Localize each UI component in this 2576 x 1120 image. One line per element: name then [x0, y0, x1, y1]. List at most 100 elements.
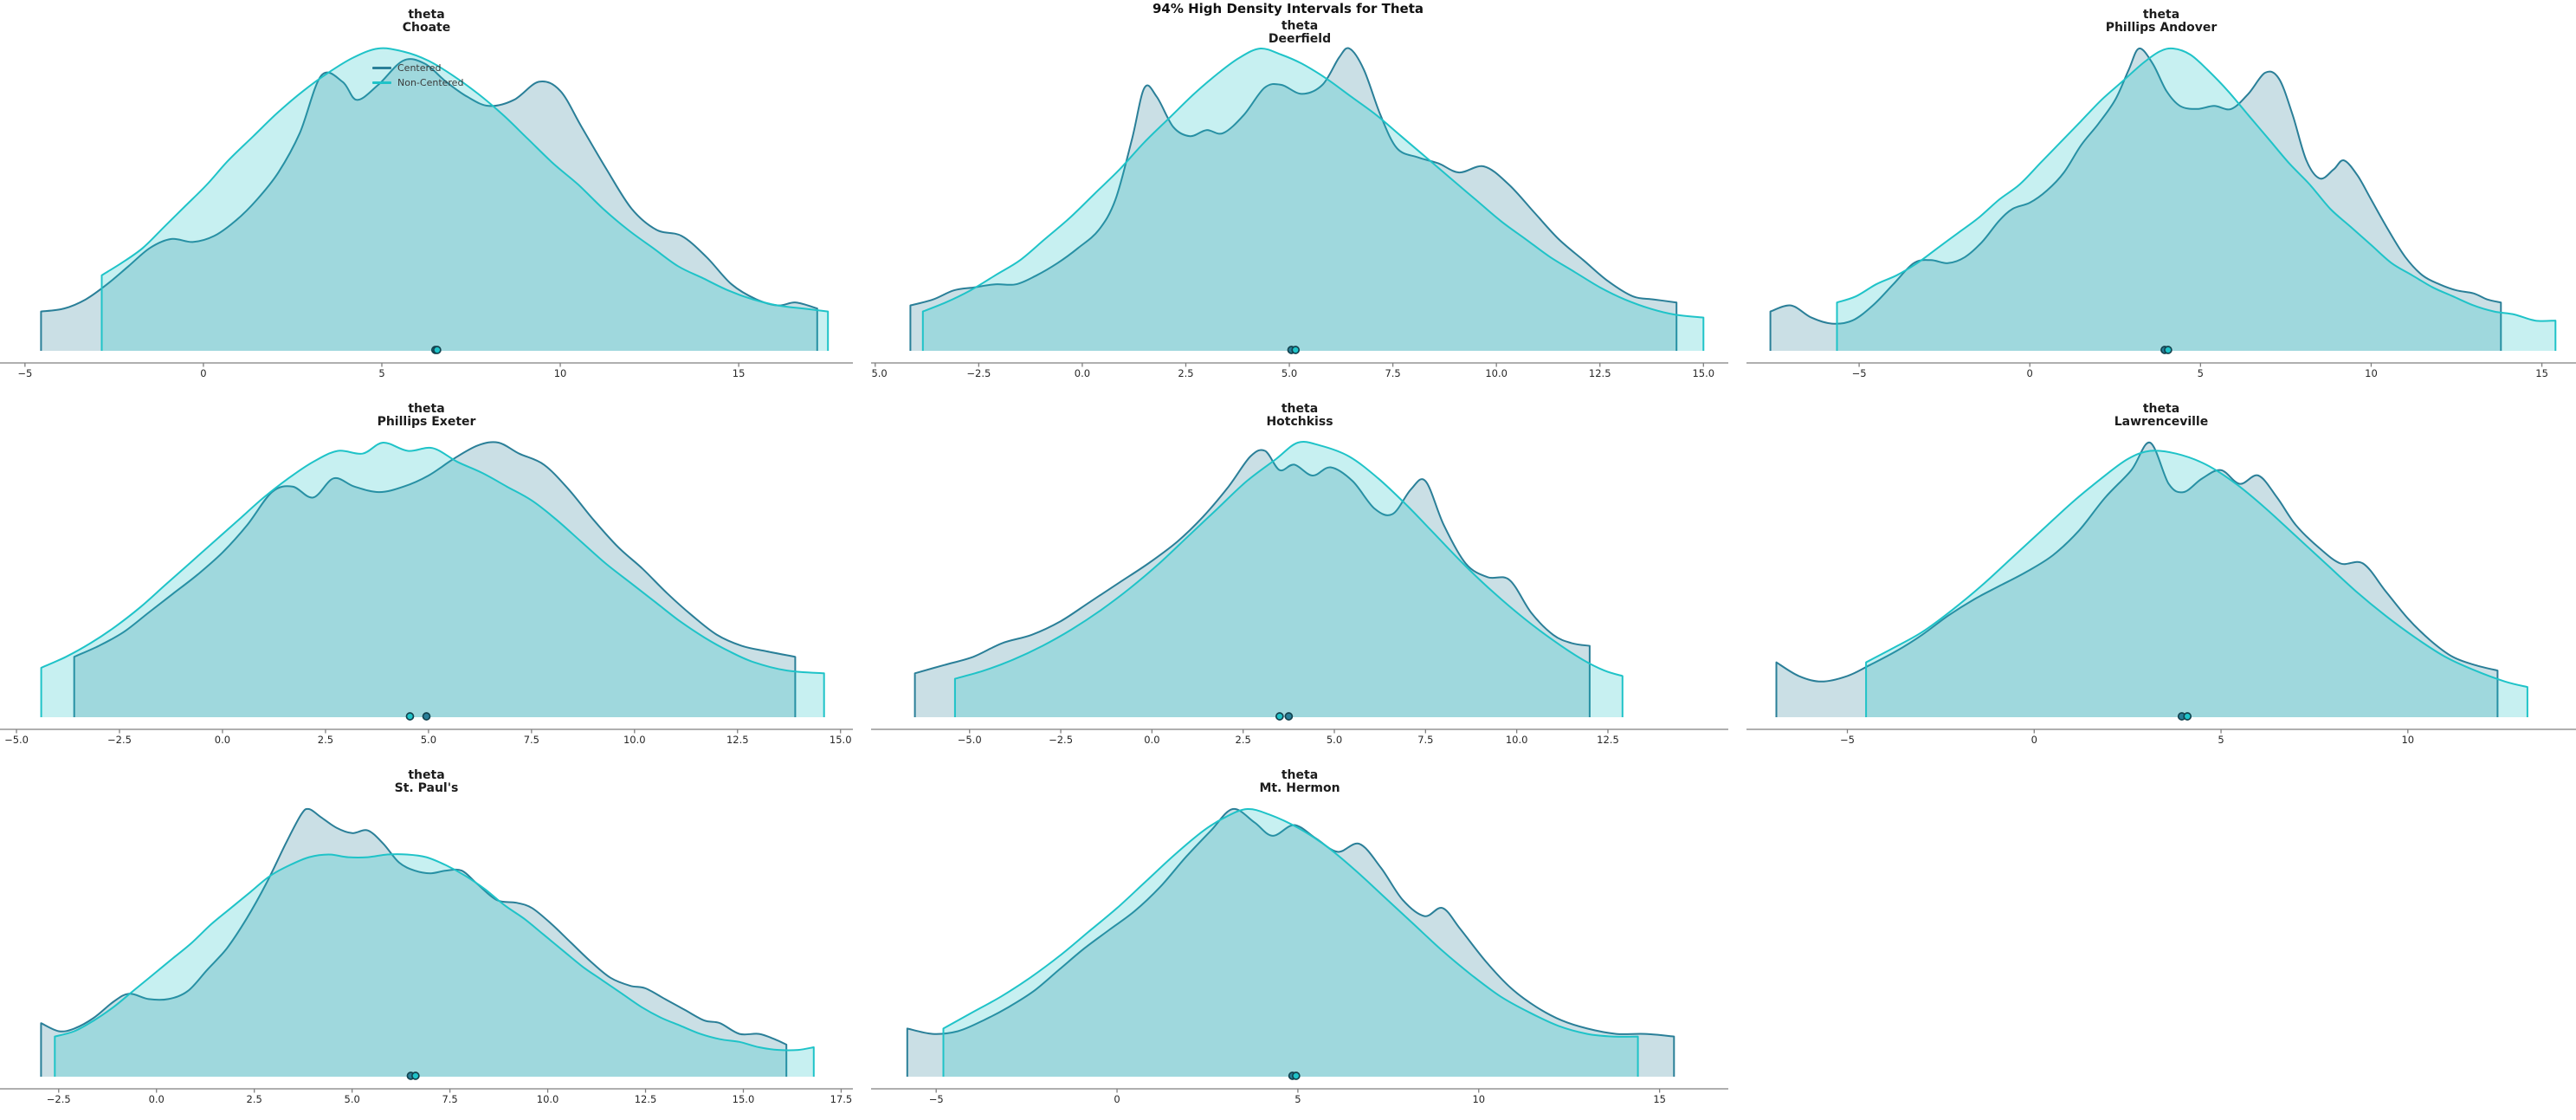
- tick-label: −5: [929, 1093, 944, 1105]
- centered-density-fill: [907, 808, 1675, 1077]
- legend-label: Centered: [397, 62, 442, 74]
- subplot-mt-hermon: theta Mt. Hermon −5 0 5 10 15: [871, 761, 1728, 1120]
- centered-density-fill: [74, 442, 796, 717]
- tick-label: 15: [2535, 367, 2548, 379]
- density-chart: −5 0 5 10 15: [0, 47, 853, 379]
- subplot-title-var: theta: [1281, 402, 1319, 416]
- empty-cell: [1746, 761, 2576, 1120]
- tick-label: 12.5: [726, 734, 749, 746]
- tick-label: 0.0: [1144, 734, 1159, 746]
- subplot-lawrenceville: theta Lawrenceville −5 0 5 10: [1746, 394, 2576, 761]
- subplot-phillips-andover: theta Phillips Andover −5 0 5 10 15: [1746, 0, 2576, 394]
- density-chart: −5.0 −2.5 0.0 2.5 5.0 7.5 10.0 12.5 15.0: [871, 47, 1728, 379]
- subplot-title-var: theta: [408, 402, 445, 416]
- noncentered-density-fill: [922, 48, 1704, 351]
- legend-item-centered: Centered: [372, 62, 463, 74]
- subplot-title-var: theta: [408, 8, 445, 22]
- noncentered-density-fill: [55, 854, 814, 1077]
- subplot-title: theta St. Paul's: [0, 761, 853, 802]
- tick-label: 10.0: [537, 1093, 559, 1105]
- noncentered-point-estimate-dot: [1291, 1071, 1301, 1080]
- subplot-title: theta Lawrenceville: [1746, 394, 2576, 436]
- subplot-deerfield: theta Deerfield −5.0 −2.5 0.0 2.5 5.0 7.5 10.0…: [871, 0, 1728, 394]
- density-chart: −2.5 0.0 2.5 5.0 7.5 10.0 12.5 15.0 17.5: [0, 807, 853, 1105]
- noncentered-point-estimate-dot: [2183, 712, 2192, 721]
- tick-label: −5.0: [958, 734, 982, 746]
- centered-point-estimate-dot: [1284, 712, 1294, 721]
- subplot-title-school: Deerfield: [1268, 32, 1332, 46]
- centered-density-curve: [914, 449, 1591, 717]
- tick-label: −5: [17, 367, 32, 379]
- noncentered-point-estimate-dot: [1275, 712, 1284, 721]
- tick-label: 2.5: [1236, 734, 1251, 746]
- noncentered-density-curve: [1865, 450, 2528, 717]
- centered-density-fill: [41, 59, 817, 351]
- noncentered-density-curve: [921, 47, 1705, 351]
- tick-label: 5: [1294, 1093, 1301, 1105]
- tick-label: 15: [1653, 1093, 1666, 1105]
- figure-suptitle: 94% High Density Intervals for Theta: [1152, 1, 1424, 16]
- centered-density-fill: [41, 808, 787, 1077]
- noncentered-density-curve: [100, 47, 830, 351]
- legend: Centered Non-Centered: [372, 62, 463, 92]
- tick-label: −5.0: [871, 367, 888, 379]
- tick-label: 10: [2401, 734, 2414, 746]
- noncentered-density-curve: [942, 807, 1639, 1077]
- subplot-hotchkiss: theta Hotchkiss −5.0 −2.5 0.0 2.5 5.0 7.5 10.0…: [871, 394, 1728, 761]
- noncentered-density-fill: [101, 48, 829, 351]
- tick-label: 17.5: [830, 1093, 853, 1105]
- tick-label: 2.5: [247, 1093, 262, 1105]
- subplot-title: theta Phillips Exeter: [0, 394, 853, 436]
- tick-label: −2.5: [47, 1093, 71, 1105]
- subplot-title-school: Mt. Hermon: [1259, 781, 1340, 795]
- subplot-title: theta Phillips Andover: [1746, 0, 2576, 42]
- centered-density-fill: [914, 450, 1590, 717]
- centered-density-curve: [1775, 441, 2499, 717]
- noncentered-point-estimate-dot: [410, 1071, 420, 1080]
- density-chart: −5 0 5 10 15: [871, 807, 1728, 1105]
- density-chart: −5.0 −2.5 0.0 2.5 5.0 7.5 10.0 12.5 15.0: [0, 441, 853, 746]
- subplot-phillips-exeter: theta Phillips Exeter −5.0 −2.5 0.0 2.5 5.0 7…: [0, 394, 853, 761]
- noncentered-density-fill: [943, 808, 1638, 1077]
- tick-label: 5.0: [1327, 734, 1342, 746]
- noncentered-density-curve: [1836, 47, 2557, 351]
- tick-label: 0.0: [149, 1093, 165, 1105]
- tick-label: 0: [2027, 367, 2033, 379]
- tick-label: 5: [2198, 367, 2204, 379]
- tick-label: 10.0: [623, 734, 646, 746]
- tick-label: 2.5: [318, 734, 333, 746]
- tick-label: 0: [1114, 1093, 1120, 1105]
- noncentered-point-estimate-dot: [433, 346, 442, 354]
- tick-label: 5: [378, 367, 384, 379]
- subplot-title: theta Deerfield: [871, 0, 1728, 46]
- tick-label: 10.0: [1485, 367, 1508, 379]
- centered-density-curve: [909, 47, 1678, 351]
- tick-label: 7.5: [1385, 367, 1400, 379]
- legend-item-noncentered: Non-Centered: [372, 77, 463, 88]
- tick-label: 0.0: [1075, 367, 1090, 379]
- tick-label: 12.5: [1589, 367, 1611, 379]
- tick-label: −2.5: [1049, 734, 1073, 746]
- subplot-st-pauls: theta St. Paul's −2.5 0.0 2.5 5.0 7.5 10.0 12.…: [0, 761, 853, 1120]
- noncentered-point-estimate-dot: [405, 712, 415, 721]
- noncentered-density-fill: [41, 442, 824, 717]
- centered-density-curve: [73, 441, 797, 717]
- tick-label: 7.5: [1417, 734, 1433, 746]
- centered-density-fill: [1770, 48, 2502, 351]
- subplot-title: theta Choate: [0, 0, 853, 42]
- noncentered-density-fill: [954, 442, 1623, 717]
- noncentered-line-swatch: [372, 81, 391, 84]
- tick-label: 15.0: [1692, 367, 1714, 379]
- centered-density-curve: [40, 807, 788, 1077]
- tick-label: 0: [200, 367, 206, 379]
- tick-label: −5: [1840, 734, 1855, 746]
- subplot-title-var: theta: [408, 768, 445, 782]
- tick-label: 10: [1472, 1093, 1485, 1105]
- density-chart: −5 0 5 10 15: [1746, 47, 2576, 379]
- legend-label: Non-Centered: [397, 77, 464, 88]
- subplot-title-var: theta: [1281, 19, 1319, 33]
- subplot-title-school: St. Paul's: [394, 781, 459, 795]
- subplot-title-var: theta: [2142, 8, 2180, 22]
- noncentered-density-curve: [40, 442, 825, 717]
